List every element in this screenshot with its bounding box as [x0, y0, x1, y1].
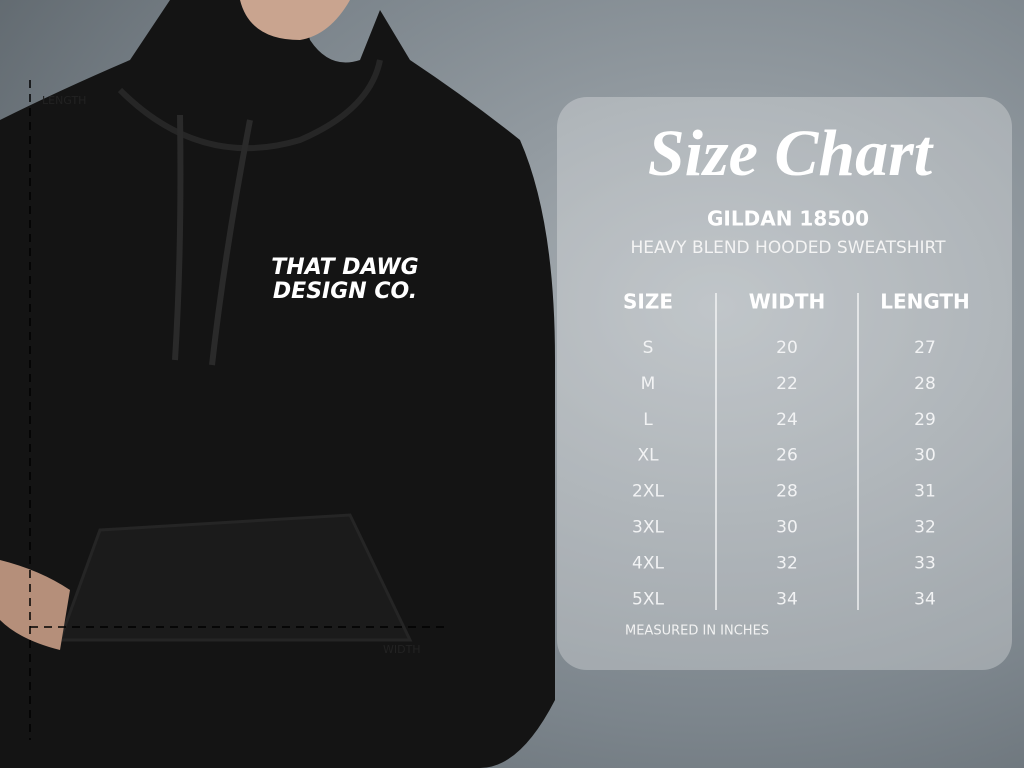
table-cell: S	[643, 338, 654, 358]
title: Size Chart	[648, 117, 934, 190]
logo-line: THAT DAWG	[271, 255, 418, 280]
table-cell: 20	[776, 338, 798, 358]
table-cell: 34	[914, 589, 936, 609]
table-cell: 28	[776, 482, 798, 502]
table-cell: 22	[776, 374, 798, 394]
table-cell: 33	[914, 553, 936, 573]
hoodie	[0, 0, 555, 768]
table-cell: 27	[914, 338, 936, 358]
column-header: LENGTH	[880, 290, 970, 314]
table-cell: 32	[914, 518, 936, 538]
table-cell: 28	[914, 374, 936, 394]
width-label: WIDTH	[383, 643, 421, 656]
table-cell: 24	[776, 410, 798, 430]
table-cell: 2XL	[632, 482, 664, 502]
column-header: SIZE	[623, 290, 673, 314]
table-cell: 29	[914, 410, 936, 430]
model: GILDAN 18500	[707, 207, 869, 231]
table-cell: 26	[776, 446, 798, 466]
size-chart-panel	[557, 97, 1012, 670]
table-cell: M	[641, 374, 656, 394]
table-cell: L	[643, 410, 653, 430]
table-cell: 5XL	[632, 589, 664, 609]
column-header: WIDTH	[749, 290, 825, 314]
note: MEASURED IN INCHES	[625, 624, 769, 639]
table-cell: 30	[914, 446, 936, 466]
table-cell: 4XL	[632, 553, 664, 573]
length-label: LENGTH	[42, 94, 86, 107]
logo-line: DESIGN CO.	[273, 279, 417, 304]
table-cell: 3XL	[632, 518, 664, 538]
product-name: HEAVY BLEND HOODED SWEATSHIRT	[630, 238, 946, 258]
table-cell: 31	[914, 482, 936, 502]
table-cell: XL	[637, 446, 659, 466]
size-table: SIZE WIDTH LENGTH S 20 27 M 22 28 L 24 29 XL 26 30 2XL 2…	[623, 290, 970, 610]
table-cell: 30	[776, 518, 798, 538]
table-cell: 34	[776, 589, 798, 609]
table-cell: 32	[776, 553, 798, 573]
